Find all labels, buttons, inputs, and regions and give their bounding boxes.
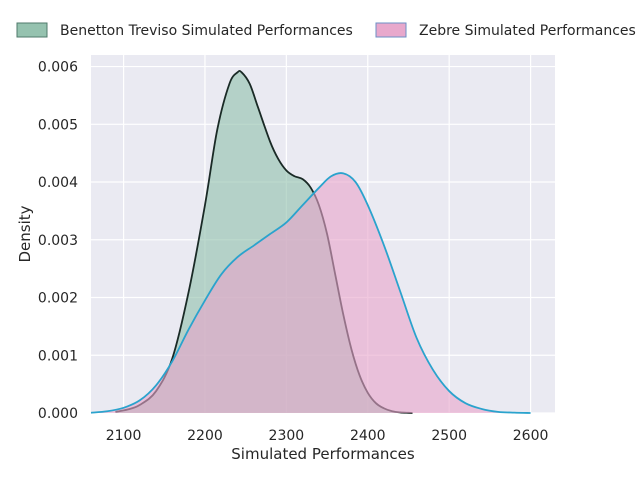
x-tick-label: 2300	[269, 428, 305, 444]
legend-label-zebre: Zebre Simulated Performances	[419, 23, 636, 39]
legend-swatch-benetton	[16, 22, 48, 38]
y-tick-label: 0.000	[38, 406, 78, 422]
x-tick-label: 2500	[431, 428, 467, 444]
y-axis-label: Density	[16, 205, 34, 262]
y-tick-label: 0.004	[38, 175, 78, 191]
x-axis-ticks: 2100 2200 2300 2400 2500 2600	[106, 428, 549, 444]
y-tick-label: 0.006	[38, 60, 78, 76]
x-tick-label: 2200	[187, 428, 223, 444]
density-fill-zebre	[91, 173, 531, 413]
x-tick-label: 2600	[513, 428, 549, 444]
y-tick-label: 0.003	[38, 233, 78, 249]
legend-label-benetton: Benetton Treviso Simulated Performances	[60, 23, 353, 39]
x-axis-label: Simulated Performances	[231, 445, 415, 463]
y-axis-ticks: 0.000 0.001 0.002 0.003 0.004 0.005 0.006	[38, 60, 78, 422]
y-tick-label: 0.001	[38, 348, 78, 364]
legend: Benetton Treviso Simulated Performances …	[16, 22, 636, 39]
density-line-zebre	[90, 172, 531, 414]
density-areas	[90, 70, 531, 414]
x-tick-label: 2400	[350, 428, 386, 444]
legend-swatch-zebre	[375, 22, 407, 38]
y-tick-label: 0.005	[38, 117, 78, 133]
x-tick-label: 2100	[106, 428, 142, 444]
y-tick-label: 0.002	[38, 291, 78, 307]
